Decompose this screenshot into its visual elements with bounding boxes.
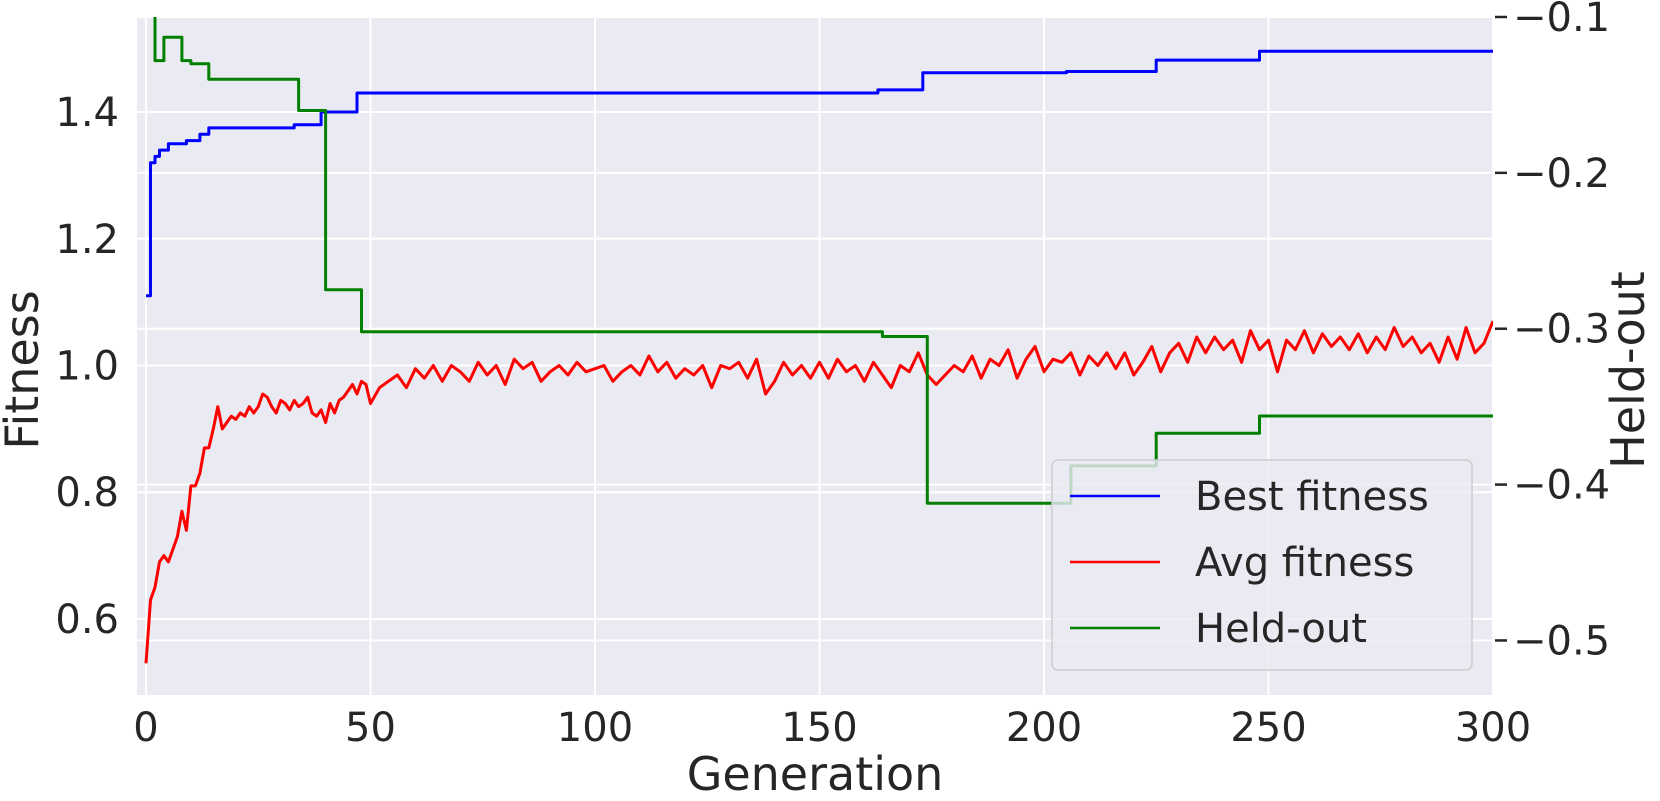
y2-tick-label: −0.3 — [1513, 307, 1610, 353]
legend-box — [1051, 459, 1473, 671]
x-tick-label: 300 — [1455, 705, 1531, 751]
x-tick-label: 100 — [557, 705, 633, 751]
y-tick-label: 1.4 — [55, 90, 119, 136]
x-tick-label: 0 — [133, 705, 158, 751]
legend: Best fitness Avg fitness Held-out — [1051, 459, 1473, 671]
legend-label-best: Best fitness — [1195, 474, 1429, 520]
x-tick-label: 200 — [1006, 705, 1082, 751]
legend-label-avg: Avg fitness — [1195, 540, 1414, 586]
series-best-fitness-line — [146, 49, 1493, 298]
y2-tick-label: −0.4 — [1513, 463, 1610, 509]
y-tick-label: 0.8 — [55, 470, 119, 516]
x-tick-label: 50 — [345, 705, 396, 751]
y-tick-label: 1.2 — [55, 217, 119, 263]
grid — [137, 16, 1494, 695]
x-axis-ticks: 0 50 100 150 200 250 300 — [133, 705, 1531, 751]
y-axis-title: Fitness — [0, 290, 49, 449]
legend-label-heldout: Held-out — [1195, 606, 1367, 652]
y2-tick-label: −0.2 — [1513, 151, 1610, 197]
x-tick-label: 150 — [781, 705, 857, 751]
y-tick-label: 1.0 — [55, 344, 119, 390]
y2-tick-label: −0.1 — [1513, 0, 1610, 41]
x-axis-title: Generation — [687, 747, 944, 797]
series-avg-fitness-line — [144, 320, 1493, 664]
y-axis-ticks: 0.6 0.8 1.0 1.2 1.4 — [55, 90, 119, 643]
y2-axis-title: Held-out — [1601, 271, 1655, 469]
x-tick-label: 250 — [1230, 705, 1306, 751]
y2-tick-label: −0.5 — [1513, 618, 1610, 664]
y-tick-label: 0.6 — [55, 597, 119, 643]
y2-axis-ticks: −0.5 −0.4 −0.3 −0.2 −0.1 — [1495, 0, 1610, 664]
